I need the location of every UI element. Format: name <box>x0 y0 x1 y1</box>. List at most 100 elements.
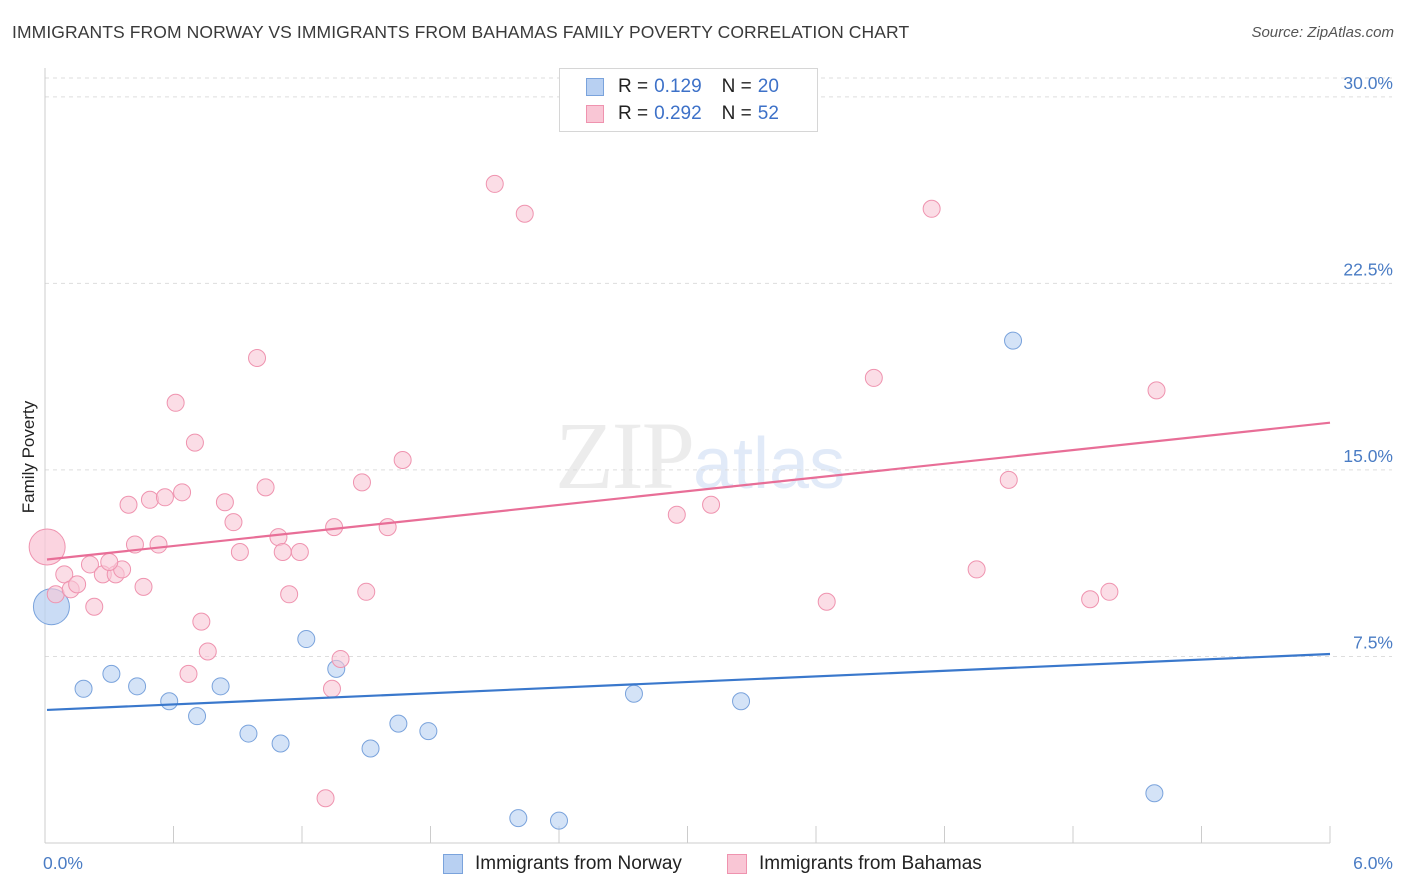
bottom-legend-swatch-bahamas <box>727 854 747 874</box>
point-norway <box>1145 784 1164 803</box>
legend-n-label: N = <box>721 76 752 97</box>
point-bahamas <box>149 535 168 554</box>
point-bahamas <box>248 349 267 368</box>
correlation-legend: R = 0.129 N = 20 R = 0.292 N = 52 <box>559 68 818 132</box>
point-bahamas <box>316 789 335 808</box>
point-norway <box>128 677 147 696</box>
y-tick-label: 7.5% <box>1353 632 1393 652</box>
point-bahamas <box>1081 590 1100 609</box>
point-bahamas <box>280 585 299 604</box>
point-bahamas <box>173 483 192 502</box>
point-bahamas <box>140 490 159 509</box>
point-bahamas <box>331 649 350 668</box>
point-norway <box>74 679 93 698</box>
point-bahamas <box>155 488 174 507</box>
point-bahamas <box>46 585 65 604</box>
point-bahamas <box>515 204 534 223</box>
legend-n-label: N = <box>721 103 752 124</box>
point-norway <box>1004 331 1023 350</box>
point-bahamas <box>230 543 249 562</box>
tick-labels: 7.5% 15.0% 22.5% 30.0% 0.0% 6.0% Family Povert… <box>19 73 1393 873</box>
point-bahamas <box>1147 381 1166 400</box>
source-label: Source: ZipAtlas.com <box>1251 24 1394 41</box>
point-bahamas <box>378 518 397 537</box>
point-bahamas <box>198 642 217 661</box>
point-bahamas <box>192 612 211 631</box>
point-bahamas <box>85 597 104 616</box>
point-bahamas <box>352 473 371 492</box>
point-bahamas <box>185 433 204 452</box>
point-norway <box>297 630 316 649</box>
point-bahamas <box>269 528 288 547</box>
point-norway <box>102 664 121 683</box>
point-norway <box>188 707 207 726</box>
chart-title: IMMIGRANTS FROM NORWAY VS IMMIGRANTS FRO… <box>12 22 910 42</box>
y-tick-label: 30.0% <box>1343 73 1393 93</box>
point-norway <box>211 677 230 696</box>
point-bahamas <box>999 470 1018 489</box>
point-bahamas <box>667 505 686 524</box>
point-bahamas <box>393 450 412 469</box>
point-bahamas <box>485 174 504 193</box>
y-tick-label: 15.0% <box>1343 446 1393 466</box>
legend-row-norway: R = 0.129 N = 20 <box>586 75 779 99</box>
legend-row-bahamas: R = 0.292 N = 52 <box>586 102 779 126</box>
grid-lines <box>45 77 1392 657</box>
legend-r-label: R = <box>618 76 649 97</box>
point-norway <box>271 734 290 753</box>
point-norway <box>160 692 179 711</box>
legend-swatch-norway <box>586 78 604 96</box>
point-bahamas <box>134 577 153 596</box>
bottom-legend-label-bahamas: Immigrants from Bahamas <box>759 853 982 874</box>
point-bahamas <box>179 664 198 683</box>
trend-line-norway <box>46 652 1331 712</box>
point-norway <box>550 811 568 830</box>
point-bahamas <box>1100 582 1119 601</box>
watermark-atlas: atlas <box>693 424 846 504</box>
point-bahamas <box>922 199 941 218</box>
legend-r-label: R = <box>618 103 649 124</box>
point-bahamas <box>702 495 721 514</box>
legend-swatch-bahamas <box>586 105 604 123</box>
bottom-legend-norway: Immigrants from Norway <box>443 852 682 876</box>
legend-r-value-bahamas: 0.292 <box>654 103 702 124</box>
point-norway <box>509 809 528 828</box>
point-bahamas <box>119 495 138 514</box>
watermark-zip: ZIP <box>555 402 695 509</box>
x-tick-label: 6.0% <box>1353 853 1393 873</box>
point-norway <box>389 714 408 733</box>
bottom-legend-label-norway: Immigrants from Norway <box>475 853 682 874</box>
legend-n-value-bahamas: 52 <box>757 103 779 124</box>
x-tick-label: 0.0% <box>43 853 83 873</box>
point-norway <box>239 724 258 743</box>
point-bahamas <box>322 679 341 698</box>
legend-r-value-norway: 0.129 <box>654 76 702 97</box>
trend-line-bahamas <box>46 421 1331 561</box>
point-bahamas <box>256 478 275 497</box>
point-bahamas <box>357 582 376 601</box>
point-bahamas <box>817 592 836 611</box>
bottom-legend-bahamas: Immigrants from Bahamas <box>727 852 982 876</box>
point-norway <box>361 739 380 758</box>
point-bahamas <box>100 552 119 571</box>
y-tick-label: 22.5% <box>1343 259 1393 279</box>
point-bahamas <box>166 393 185 412</box>
y-axis-title: Family Poverty <box>19 400 38 513</box>
point-bahamas <box>967 560 986 579</box>
point-norway <box>419 722 438 741</box>
point-bahamas <box>290 543 309 562</box>
point-bahamas <box>224 513 243 532</box>
point-bahamas <box>68 575 87 594</box>
bottom-legend-swatch-norway <box>443 854 463 874</box>
watermark: ZIPatlas <box>555 400 845 511</box>
point-norway <box>624 684 643 703</box>
trend-lines <box>46 421 1331 712</box>
point-bahamas <box>215 493 234 512</box>
point-bahamas <box>28 528 66 566</box>
point-bahamas <box>55 565 74 584</box>
point-bahamas <box>273 543 292 562</box>
data-points <box>28 174 1166 830</box>
point-norway <box>732 692 751 711</box>
point-bahamas <box>864 368 883 387</box>
